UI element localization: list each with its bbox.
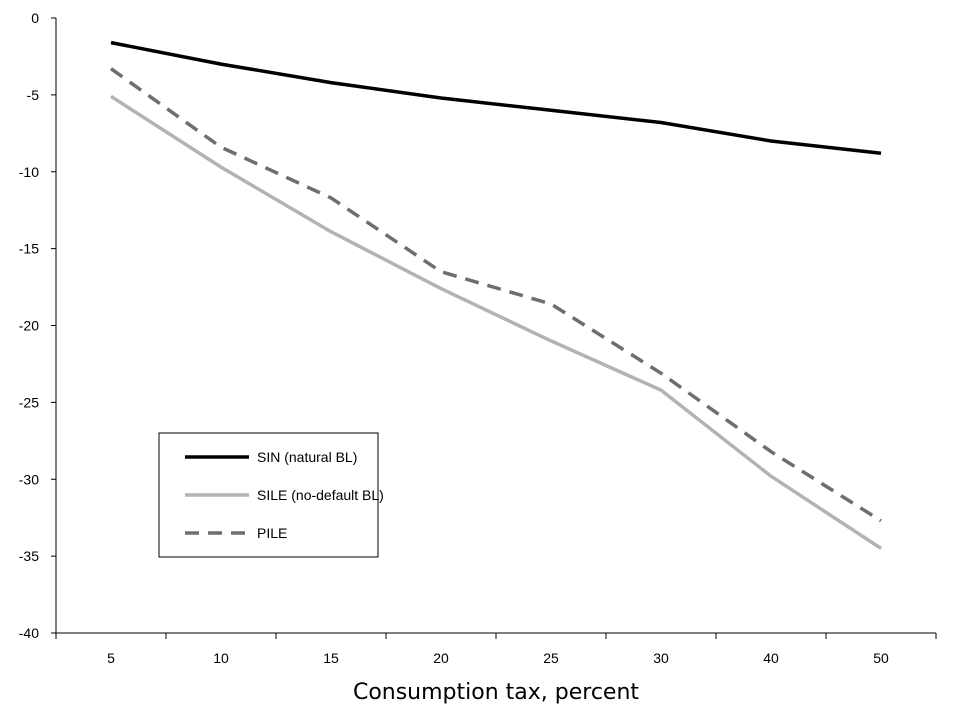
- series-line-3: [109, 67, 882, 523]
- x-tick-label: 50: [873, 650, 889, 666]
- y-tick-label: -10: [19, 164, 39, 180]
- legend-label-3: PILE: [257, 525, 287, 541]
- series-line-2: [110, 94, 882, 550]
- y-axis-ticks: 0 -5 -10 -15 -20 -25 -30 -35 -40: [19, 10, 56, 641]
- legend-label-2: SILE (no-default BL): [257, 487, 384, 503]
- x-tick-label: 10: [213, 650, 229, 666]
- x-tick-label: 20: [433, 650, 449, 666]
- x-tick-label: 5: [107, 650, 115, 666]
- y-tick-label: -20: [19, 318, 39, 334]
- y-tick-label: -15: [19, 241, 39, 257]
- legend-label-1: SIN (natural BL): [257, 449, 357, 465]
- y-tick-label: -25: [19, 394, 39, 410]
- x-tick-label: 15: [323, 650, 339, 666]
- series-line-1: [110, 40, 882, 156]
- y-tick-label: -40: [19, 625, 39, 641]
- series-layer: [109, 40, 882, 550]
- x-axis-title: Consumption tax, percent: [353, 680, 639, 705]
- x-tick-label: 30: [653, 650, 669, 666]
- y-tick-label: -5: [27, 87, 40, 103]
- legend: SIN (natural BL) SILE (no-default BL) PILE: [158, 432, 384, 558]
- x-tick-label: 40: [763, 650, 779, 666]
- y-tick-label: 0: [31, 10, 39, 26]
- x-tick-label: 25: [543, 650, 559, 666]
- y-tick-label: -30: [19, 471, 39, 487]
- x-axis-ticks: 5 10 15 20 25 30 40 50: [55, 633, 937, 666]
- y-tick-label: -35: [19, 548, 39, 564]
